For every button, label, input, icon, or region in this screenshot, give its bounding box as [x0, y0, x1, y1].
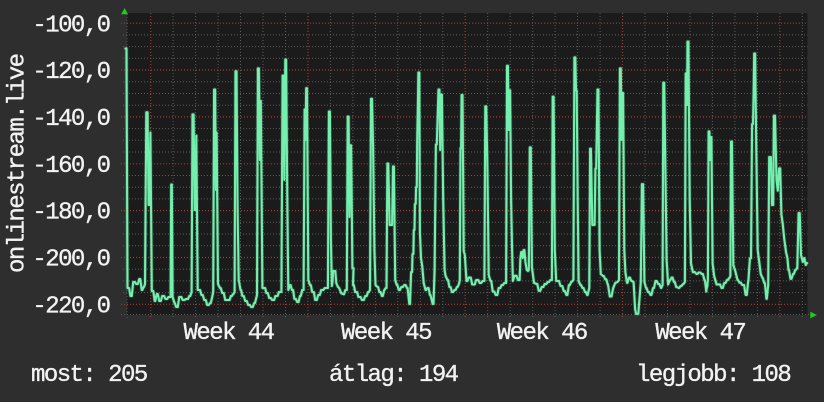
- svg-text:-100,0: -100,0: [32, 12, 109, 39]
- svg-text:Week 46: Week 46: [497, 320, 587, 347]
- svg-text:-200,0: -200,0: [32, 247, 109, 274]
- svg-text:-120,0: -120,0: [32, 59, 109, 86]
- svg-text:Week 47: Week 47: [655, 320, 745, 347]
- svg-text:onlinestream.live: onlinestream.live: [5, 54, 32, 273]
- svg-text:Week 45: Week 45: [341, 320, 431, 347]
- svg-text:-160,0: -160,0: [32, 153, 109, 180]
- svg-text:legjobb: 108: legjobb: 108: [636, 362, 790, 389]
- svg-text:átlag: 194: átlag: 194: [329, 362, 459, 389]
- svg-text:-140,0: -140,0: [32, 106, 109, 133]
- svg-text:most: 205: most: 205: [31, 362, 147, 389]
- svg-text:-220,0: -220,0: [32, 293, 109, 320]
- svg-text:-180,0: -180,0: [32, 200, 109, 227]
- svg-text:Week 44: Week 44: [184, 320, 275, 347]
